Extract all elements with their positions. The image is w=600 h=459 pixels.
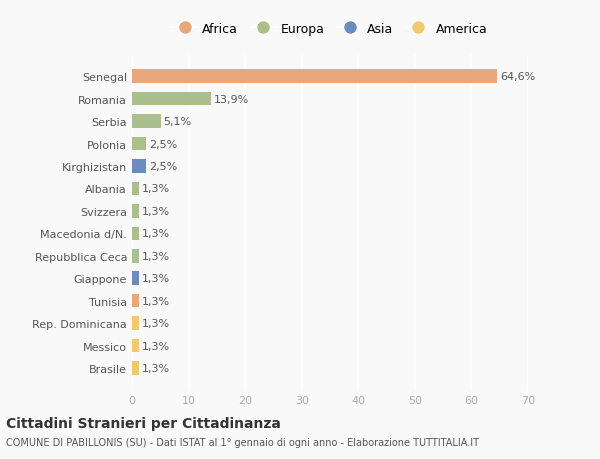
Text: 1,3%: 1,3%	[142, 251, 170, 261]
Text: 1,3%: 1,3%	[142, 229, 170, 239]
Legend: Africa, Europa, Asia, America: Africa, Europa, Asia, America	[167, 18, 493, 41]
Bar	[132, 93, 211, 106]
Bar	[132, 205, 139, 218]
Text: 1,3%: 1,3%	[142, 296, 170, 306]
Bar	[132, 160, 146, 174]
Text: COMUNE DI PABILLONIS (SU) - Dati ISTAT al 1° gennaio di ogni anno - Elaborazione: COMUNE DI PABILLONIS (SU) - Dati ISTAT a…	[6, 437, 479, 447]
Text: 2,5%: 2,5%	[149, 162, 177, 172]
Bar	[132, 294, 139, 308]
Text: 1,3%: 1,3%	[142, 363, 170, 373]
Bar	[132, 272, 139, 285]
Text: 5,1%: 5,1%	[164, 117, 192, 127]
Text: 1,3%: 1,3%	[142, 319, 170, 328]
Bar	[132, 317, 139, 330]
Text: 13,9%: 13,9%	[214, 95, 249, 104]
Text: 64,6%: 64,6%	[500, 72, 536, 82]
Text: 1,3%: 1,3%	[142, 207, 170, 216]
Bar	[132, 227, 139, 241]
Bar	[132, 250, 139, 263]
Bar	[132, 362, 139, 375]
Text: 2,5%: 2,5%	[149, 139, 177, 149]
Bar	[132, 138, 146, 151]
Bar	[132, 70, 497, 84]
Bar	[132, 182, 139, 196]
Text: 1,3%: 1,3%	[142, 341, 170, 351]
Text: 1,3%: 1,3%	[142, 274, 170, 284]
Bar	[132, 115, 161, 129]
Bar	[132, 339, 139, 353]
Text: Cittadini Stranieri per Cittadinanza: Cittadini Stranieri per Cittadinanza	[6, 416, 281, 430]
Text: 1,3%: 1,3%	[142, 184, 170, 194]
